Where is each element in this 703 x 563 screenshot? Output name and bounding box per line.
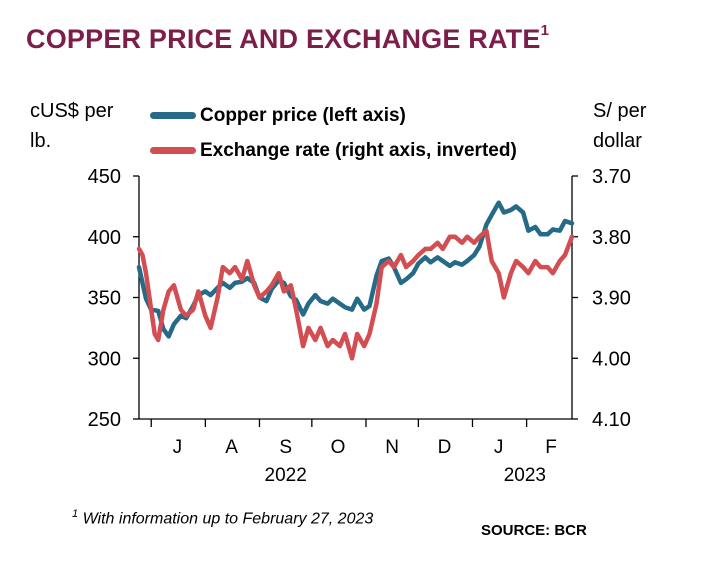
x-tick-label: D bbox=[438, 437, 452, 458]
legend-item-copper: Copper price (left axis) bbox=[150, 98, 517, 133]
left-tick-label: 300 bbox=[88, 348, 121, 370]
legend-label-exchange: Exchange rate (right axis, inverted) bbox=[200, 139, 517, 161]
right-tick-label: 4.00 bbox=[592, 348, 631, 370]
chart-title: COPPER PRICE AND EXCHANGE RATE1 bbox=[26, 22, 550, 54]
x-tick-label: J bbox=[173, 437, 183, 458]
legend-label-copper: Copper price (left axis) bbox=[200, 104, 406, 126]
chart-lines bbox=[136, 200, 575, 361]
legend-swatch-exchange bbox=[150, 147, 196, 154]
left-tick-label: 400 bbox=[88, 227, 121, 249]
left-tick-label: 450 bbox=[88, 166, 121, 188]
year-label: 2023 bbox=[504, 465, 546, 486]
x-tick-label: S bbox=[279, 437, 292, 458]
legend-swatch-copper bbox=[150, 112, 196, 119]
source-note: SOURCE: BCR bbox=[481, 522, 587, 539]
x-tick-label: O bbox=[331, 437, 346, 458]
year-label: 2022 bbox=[265, 465, 307, 486]
left-tick-label: 250 bbox=[88, 409, 121, 431]
right-tick-label: 3.80 bbox=[592, 227, 631, 249]
legend: Copper price (left axis) Exchange rate (… bbox=[150, 98, 517, 168]
right-axis-title: S/ per dollar bbox=[593, 100, 647, 152]
right-tick-label: 3.70 bbox=[592, 166, 631, 188]
right-tick-label: 4.10 bbox=[592, 409, 631, 431]
chart-axes: 450 400 350 300 250 3.70 3.80 3.90 4.00 4.10 J A S O N… bbox=[88, 166, 631, 486]
right-tick-label: 3.90 bbox=[592, 288, 631, 310]
left-axis-title: cUS$ per lb. bbox=[30, 100, 114, 152]
x-tick-label: A bbox=[225, 437, 238, 458]
series-line-exchange bbox=[136, 228, 575, 361]
x-tick-label: N bbox=[385, 437, 399, 458]
x-tick-label: J bbox=[494, 437, 504, 458]
x-tick-label: F bbox=[545, 437, 557, 458]
footnote: 1 With information up to February 27, 20… bbox=[72, 508, 374, 528]
series-line-copper bbox=[136, 200, 575, 339]
left-tick-label: 350 bbox=[88, 288, 121, 310]
legend-item-exchange: Exchange rate (right axis, inverted) bbox=[150, 133, 517, 168]
